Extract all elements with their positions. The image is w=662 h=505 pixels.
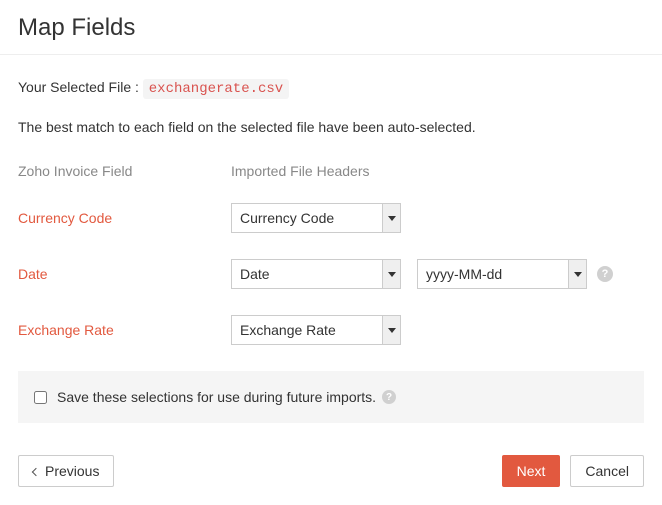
next-button[interactable]: Next	[502, 455, 561, 487]
selected-file-name: exchangerate.csv	[143, 79, 289, 99]
page-title: Map Fields	[18, 14, 644, 42]
cancel-button-label: Cancel	[585, 463, 629, 479]
previous-button-label: Previous	[45, 463, 99, 479]
select-exchange-rate[interactable]: Exchange Rate	[231, 315, 401, 345]
select-date[interactable]: Date	[231, 259, 401, 289]
select-date-format[interactable]: yyyy-MM-dd	[417, 259, 587, 289]
selected-file-row: Your Selected File : exchangerate.csv	[18, 79, 644, 97]
field-label-exchange-rate: Exchange Rate	[18, 322, 231, 338]
column-header-imported-headers: Imported File Headers	[231, 163, 370, 179]
cancel-button[interactable]: Cancel	[570, 455, 644, 487]
field-row-exchange-rate: Exchange Rate Exchange Rate	[18, 315, 644, 345]
previous-button[interactable]: Previous	[18, 455, 114, 487]
help-icon[interactable]: ?	[382, 390, 396, 404]
select-currency-code[interactable]: Currency Code	[231, 203, 401, 233]
field-row-currency-code: Currency Code Currency Code	[18, 203, 644, 233]
save-selections-checkbox[interactable]	[34, 391, 47, 404]
selected-file-label: Your Selected File :	[18, 79, 139, 95]
column-header-invoice-field: Zoho Invoice Field	[18, 163, 231, 179]
field-row-date: Date Date yyyy-MM-dd ?	[18, 259, 644, 289]
save-selections-label: Save these selections for use during fut…	[57, 389, 376, 405]
auto-select-hint: The best match to each field on the sele…	[18, 119, 644, 135]
columns-header: Zoho Invoice Field Imported File Headers	[18, 163, 644, 179]
field-label-currency-code: Currency Code	[18, 210, 231, 226]
actions-row: Previous Next Cancel	[18, 455, 644, 487]
field-label-date: Date	[18, 266, 231, 282]
next-button-label: Next	[517, 463, 546, 479]
help-icon[interactable]: ?	[597, 266, 613, 282]
save-selections-bar: Save these selections for use during fut…	[18, 371, 644, 423]
chevron-left-icon	[32, 468, 40, 476]
divider	[0, 54, 662, 55]
